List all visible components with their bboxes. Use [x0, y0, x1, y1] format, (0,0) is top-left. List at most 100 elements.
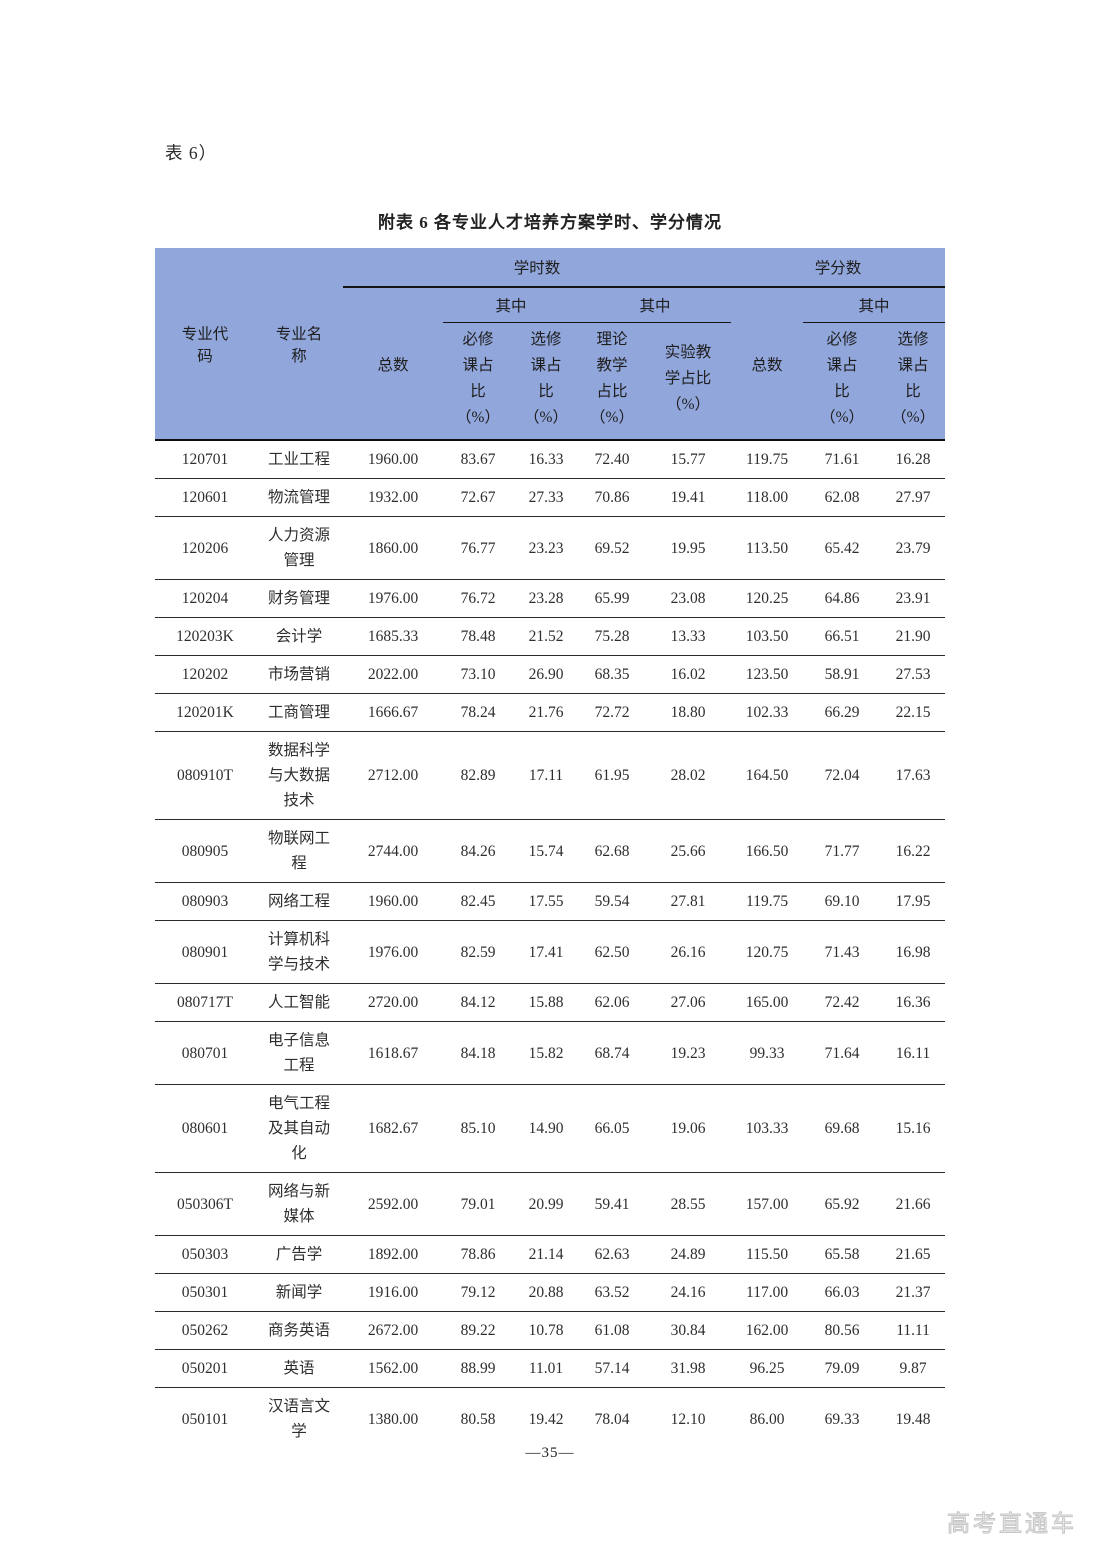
cell-theory-pct: 68.35: [579, 655, 645, 694]
cell-credits-required-pct: 72.04: [803, 731, 882, 820]
cell-major-name: 商务英语: [255, 1311, 343, 1350]
cell-theory-pct: 62.63: [579, 1235, 645, 1274]
cell-theory-pct: 63.52: [579, 1273, 645, 1312]
cell-major-code: 080903: [155, 882, 255, 921]
cell-credits-total: 119.75: [731, 882, 804, 921]
table-row: 080717T 人工智能 2720.00 84.12 15.88 62.06 27.06 16…: [155, 983, 946, 1022]
cell-hours-total: 1618.67: [343, 1021, 443, 1085]
cell-credits-required-pct: 71.77: [803, 819, 882, 883]
cell-hours-total: 1932.00: [343, 478, 443, 517]
table-row: 080905 物联网工 程 2744.00 84.26 15.74 62.68 25.66 1…: [155, 819, 946, 883]
cell-credits-total: 157.00: [731, 1172, 804, 1236]
cell-major-name: 广告学: [255, 1235, 343, 1274]
cell-credits-required-pct: 71.43: [803, 920, 882, 984]
cell-credits-elective-pct: 23.79: [881, 516, 946, 580]
cell-credits-required-pct: 65.58: [803, 1235, 882, 1274]
cell-hours-elective-pct: 16.33: [528, 451, 564, 468]
cell-theory-pct: 78.04: [579, 1387, 645, 1450]
cell-theory-pct: 68.74: [579, 1021, 645, 1085]
cell-credits-elective-pct: 21.65: [881, 1235, 946, 1274]
cell-hours-elective-pct: 20.88: [513, 1273, 579, 1312]
table-body: 120701 工业工程 1960.00 83.67 16.33 72.40 15.77 119…: [155, 440, 946, 1450]
cell-credits-total: 166.50: [731, 819, 804, 883]
header-theory-teaching-pct: 理论 教学 占比 （%）: [579, 322, 645, 440]
cell-major-code: 120204: [155, 579, 255, 618]
header-credits-total: 总数: [731, 287, 804, 440]
cell-credits-elective-pct: 21.37: [881, 1273, 946, 1312]
cell-hours-total: 1562.00: [343, 1349, 443, 1388]
cell-experiment-pct: 25.66: [645, 819, 732, 883]
cell-major-name: 物联网工 程: [255, 819, 343, 883]
cell-major-code: 050306T: [155, 1172, 255, 1236]
cell-hours-elective-pct: 23.23: [513, 516, 579, 580]
cell-experiment-pct: 27.06: [645, 983, 732, 1022]
cell-credits-total: 118.00: [731, 478, 804, 517]
cell-hours-elective-pct: 20.99: [513, 1172, 579, 1236]
cell-major-code: 080901: [155, 920, 255, 984]
cell-credits-required-pct: 66.29: [803, 693, 882, 732]
cell-major-code: 050301: [155, 1273, 255, 1312]
cell-credits-elective-pct: 16.36: [881, 983, 946, 1022]
cell-hours-required-pct: 82.45: [443, 882, 513, 921]
cell-hours-elective-pct: 14.90: [513, 1084, 579, 1173]
cell-major-name: 人力资源 管理: [255, 516, 343, 580]
cell-major-name: 汉语言文 学: [255, 1387, 343, 1450]
cell-hours-total: 2022.00: [343, 655, 443, 694]
table-row: 120601 物流管理 1932.00 72.67 27.33 70.86 19.41 118…: [155, 478, 946, 517]
table-row: 120206 人力资源 管理 1860.00 76.77 23.23 69.52 19.95…: [155, 516, 946, 580]
table-title: 附表 6 各专业人才培养方案学时、学分情况: [378, 213, 722, 232]
cell-major-code: 120202: [155, 655, 255, 694]
table-row: 050101 汉语言文 学 1380.00 80.58 19.42 78.04 12.10 8…: [155, 1387, 946, 1450]
cell-theory-pct: 66.05: [579, 1084, 645, 1173]
cell-major-name: 英语: [255, 1349, 343, 1388]
cell-credits-elective-pct: 17.63: [881, 731, 946, 820]
cell-hours-elective-pct: 15.74: [513, 819, 579, 883]
table-row: 050301 新闻学 1916.00 79.12 20.88 63.52 24.16 117.…: [155, 1273, 946, 1312]
cell-theory-pct: 65.99: [579, 579, 645, 618]
cell-hours-total: 1976.00: [343, 579, 443, 618]
cell-theory-pct: 59.41: [579, 1172, 645, 1236]
cell-hours-total: 1960.00: [367, 451, 419, 468]
cell-theory-pct: 59.54: [579, 882, 645, 921]
cell-credits-total: 96.25: [731, 1349, 804, 1388]
cell-hours-required-pct: 84.18: [443, 1021, 513, 1085]
cell-credits-required-pct: 72.42: [803, 983, 882, 1022]
page-stub-text: 表 6）: [165, 143, 218, 163]
cell-experiment-pct: 23.08: [645, 579, 732, 618]
cell-credits-elective-pct: 11.11: [881, 1311, 946, 1350]
cell-experiment-pct: 16.02: [645, 655, 732, 694]
cell-hours-total: 2720.00: [343, 983, 443, 1022]
cell-hours-required-pct: 79.01: [443, 1172, 513, 1236]
cell-experiment-pct: 28.55: [645, 1172, 732, 1236]
cell-major-name: 人工智能: [255, 983, 343, 1022]
header-experiment-teaching-pct: 实验教 学占比 （%）: [645, 322, 732, 440]
cell-hours-total: 1976.00: [343, 920, 443, 984]
cell-credits-total: 115.50: [731, 1235, 804, 1274]
cell-credits-required-pct: 71.64: [803, 1021, 882, 1085]
cell-major-name: 市场营销: [255, 655, 343, 694]
cell-major-name: 网络工程: [255, 882, 343, 921]
cell-theory-pct: 62.06: [579, 983, 645, 1022]
cell-credits-total: 86.00: [731, 1387, 804, 1450]
cell-major-code: 080701: [155, 1021, 255, 1085]
cell-credits-total: 119.75: [746, 451, 789, 468]
cell-theory-pct: 62.68: [579, 819, 645, 883]
cell-experiment-pct: 26.16: [645, 920, 732, 984]
table-row: 120203K 会计学 1685.33 78.48 21.52 75.28 13.33 103…: [155, 617, 946, 656]
table-row: 120204 财务管理 1976.00 76.72 23.28 65.99 23.08 120…: [155, 579, 946, 618]
cell-experiment-pct: 27.81: [645, 882, 732, 921]
table-row: 120701 工业工程 1960.00 83.67 16.33 72.40 15.77 119…: [155, 440, 945, 479]
header-credits-elective-pct: 选修 课占 比 （%）: [881, 322, 946, 440]
cell-major-name: 数据科学 与大数据 技术: [255, 731, 343, 820]
cell-credits-required-pct: 66.03: [803, 1273, 882, 1312]
cell-hours-elective-pct: 17.55: [513, 882, 579, 921]
cell-experiment-pct: 28.02: [645, 731, 732, 820]
cell-major-code: 120701: [181, 451, 229, 468]
cell-theory-pct: 69.52: [579, 516, 645, 580]
cell-credits-elective-pct: 27.97: [881, 478, 946, 517]
cell-credits-required-pct: 69.68: [803, 1084, 882, 1173]
cell-major-name: 电气工程 及其自动 化: [255, 1084, 343, 1173]
cell-experiment-pct: 31.98: [645, 1349, 732, 1388]
cell-credits-total: 103.33: [731, 1084, 804, 1173]
